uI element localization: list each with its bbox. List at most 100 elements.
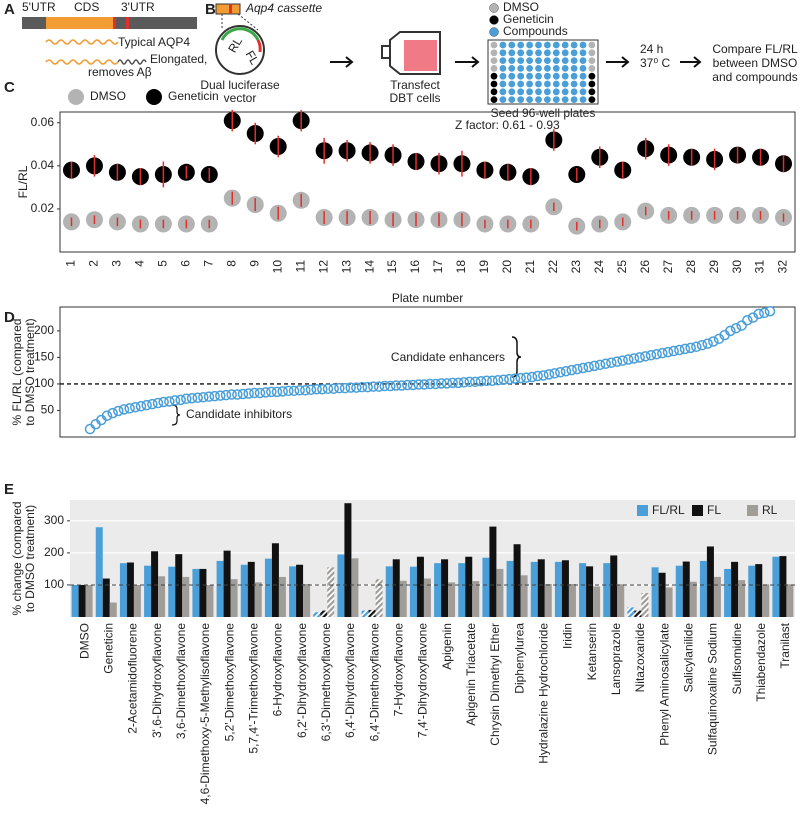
point [640, 351, 651, 362]
panel-label: B [205, 1, 216, 18]
point [124, 403, 135, 414]
bar [465, 556, 473, 617]
brace [171, 404, 181, 426]
well [499, 88, 507, 96]
well [588, 65, 596, 72]
x-tick-label: Apigenin Triacetate [464, 623, 478, 726]
x-tick-label: Chrysin Dimethyl Ether [488, 623, 502, 746]
point [413, 379, 424, 390]
bar [199, 568, 207, 617]
well [552, 72, 560, 80]
bar [368, 609, 376, 617]
well [508, 57, 516, 64]
point [407, 379, 419, 391]
annotation: Candidate inhibitors [186, 407, 292, 421]
x-tick-label: 4,6-Dimethoxy-5-Methylisoflavone [198, 623, 212, 805]
y-tick-label: 100 [44, 577, 64, 591]
bar [544, 583, 552, 617]
point [764, 305, 776, 317]
x-tick-label: 6,2'-Dihydroxyflavone [295, 623, 309, 738]
point [311, 383, 322, 395]
point [198, 391, 209, 403]
x-tick-label: Tranilast [778, 622, 792, 668]
point [249, 387, 260, 399]
point [390, 380, 402, 391]
bar [320, 610, 328, 617]
well [517, 65, 525, 72]
well [517, 72, 525, 80]
bar [416, 556, 424, 617]
bar [561, 560, 569, 617]
bar [699, 560, 707, 617]
x-tick-label: Thiabendazole [754, 623, 768, 702]
well [570, 65, 578, 72]
point [674, 344, 685, 356]
point [339, 382, 351, 394]
x-tick-label: Diphenylurea [512, 623, 526, 694]
point [288, 385, 300, 397]
well [490, 80, 498, 88]
point [209, 390, 220, 402]
stop-codon [126, 17, 129, 29]
well [561, 65, 569, 72]
x-tick-label: 3 [110, 260, 124, 267]
point [118, 404, 130, 415]
legend-label: Geneticin [503, 12, 554, 26]
well [544, 65, 551, 72]
well [588, 49, 596, 57]
well [570, 80, 578, 88]
bar [361, 610, 369, 617]
y-tick-label: 0.06 [31, 115, 55, 129]
well [490, 72, 498, 80]
well [517, 88, 525, 96]
x-tick-label: 7-Hydroxyflavone [391, 623, 405, 717]
bar [786, 584, 794, 617]
point [708, 336, 719, 347]
bar [133, 584, 141, 617]
stop-codon [113, 17, 116, 29]
x-tick-label: 22 [546, 260, 560, 274]
bar [327, 567, 335, 617]
arrow [455, 56, 480, 68]
bar [289, 566, 297, 617]
x-tick-label: Phenyl Aminosalicylate [657, 623, 671, 746]
bar [175, 554, 183, 617]
point [237, 388, 249, 400]
bar [634, 610, 642, 617]
point [645, 350, 657, 361]
well [526, 65, 533, 72]
bar [247, 561, 255, 617]
well [490, 49, 498, 57]
bar [586, 566, 594, 617]
point [453, 377, 464, 389]
point [657, 347, 668, 359]
point [532, 370, 543, 382]
point [402, 379, 413, 391]
well [552, 88, 560, 96]
bar [216, 560, 224, 617]
y-axis-label: to DMSO treatment) [23, 505, 37, 612]
annotation: Candidate enhancers [391, 350, 505, 364]
x-tick-label: 27 [661, 260, 675, 274]
plot-frame [59, 111, 796, 253]
bar [351, 558, 359, 617]
well [499, 41, 507, 49]
label: vector [224, 91, 257, 105]
bar [482, 557, 490, 617]
well [561, 96, 569, 103]
point [611, 356, 623, 367]
label: between DMSO [713, 56, 798, 70]
point [759, 307, 770, 319]
x-tick-label: 6,3'-Dimethoxyflavone [319, 623, 333, 742]
x-tick-label: 5,2'-Dimethoxyflavone [222, 623, 236, 742]
x-tick-label: Ketanserin [585, 623, 599, 680]
x-tick-label: Sulfisomidine [730, 623, 744, 695]
legend-label: DMSO [503, 0, 539, 14]
x-tick-label: 24 [592, 260, 606, 274]
well [552, 96, 560, 103]
bar [192, 568, 200, 617]
point [662, 346, 674, 358]
point [181, 393, 192, 405]
x-tick-label: 6,4'-Dimethoxyflavone [367, 623, 381, 742]
